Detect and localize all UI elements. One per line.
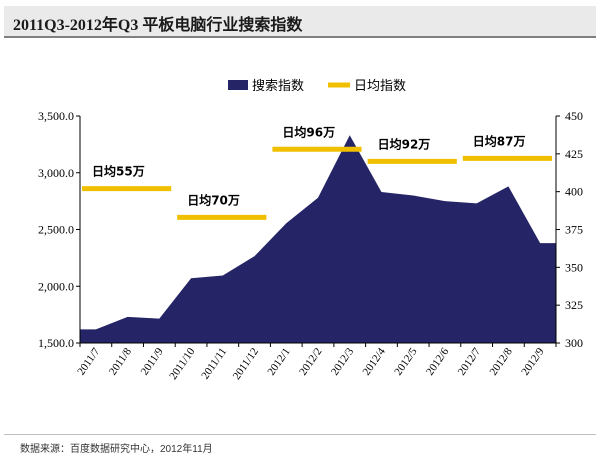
legend-swatch-search-index <box>228 80 248 90</box>
x-tick-label: 2012/6 <box>424 345 452 377</box>
legend-label-daily-average: 日均指数 <box>354 79 406 94</box>
data-source-note: 数据来源：百度数据研究中心，2012年11月 <box>20 444 213 455</box>
daily-average-label-3: 日均96万 <box>282 124 335 139</box>
daily-average-label-5: 日均87万 <box>473 133 526 148</box>
right-tick-label: 425 <box>565 147 583 161</box>
right-tick-label: 450 <box>565 109 583 123</box>
title-bar: 2011Q3-2012年Q3 平板电脑行业搜索指数 <box>4 6 596 38</box>
left-tick-label: 3,000.0 <box>38 166 74 180</box>
x-tick-label: 2012/1 <box>265 346 292 378</box>
search-index-area <box>80 135 556 343</box>
right-tick-label: 400 <box>565 185 583 199</box>
right-tick-label: 300 <box>565 336 583 350</box>
page-title: 2011Q3-2012年Q3 平板电脑行业搜索指数 <box>13 17 303 34</box>
x-tick-label: 2011/12 <box>231 346 261 382</box>
legend-label-search-index: 搜索指数 <box>252 79 304 94</box>
right-tick-label: 375 <box>565 223 583 237</box>
daily-average-label-4: 日均92万 <box>378 136 431 151</box>
left-tick-label: 2,000.0 <box>38 279 74 293</box>
x-tick-label: 2012/2 <box>297 346 324 378</box>
x-tick-label: 2011/9 <box>139 345 166 377</box>
daily-average-label-1: 日均55万 <box>92 164 145 179</box>
x-tick-label: 2012/7 <box>456 345 484 377</box>
x-tick-label: 2012/3 <box>329 345 357 377</box>
x-tick-label: 2012/8 <box>487 345 515 377</box>
x-tick-label: 2012/9 <box>519 345 547 377</box>
x-tick-label: 2011/11 <box>199 346 229 382</box>
x-tick-label: 2012/5 <box>392 345 420 377</box>
left-tick-label: 3,500.0 <box>38 109 74 123</box>
left-tick-label: 1,500.0 <box>38 336 74 350</box>
x-tick-label: 2011/7 <box>75 345 102 377</box>
x-tick-label: 2011/10 <box>167 345 198 381</box>
x-tick-label: 2012/4 <box>361 345 389 377</box>
daily-average-label-2: 日均70万 <box>187 192 240 207</box>
footer-divider <box>4 434 596 435</box>
left-tick-label: 2,500.0 <box>38 223 74 237</box>
x-tick-label: 2011/8 <box>107 345 134 377</box>
right-tick-label: 325 <box>565 298 583 312</box>
legend: 搜索指数 日均指数 <box>228 79 406 94</box>
right-tick-label: 350 <box>565 260 583 274</box>
